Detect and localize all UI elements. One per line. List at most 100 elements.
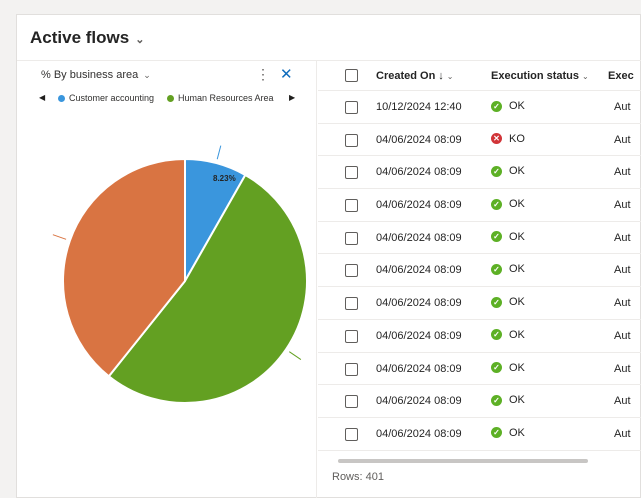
row-checkbox[interactable] xyxy=(345,101,358,114)
created-on-cell: 04/06/2024 08:09 xyxy=(376,166,462,179)
legend-prev-icon[interactable]: ◀ xyxy=(39,93,46,102)
pie-leader-line xyxy=(52,234,67,240)
table-row[interactable]: 04/06/2024 08:09 ✓ OK Aut xyxy=(318,385,641,418)
pie-slice-label: 8.23% xyxy=(213,174,236,183)
chevron-down-icon: ⌄ xyxy=(446,71,454,81)
legend-swatch xyxy=(58,94,65,102)
horizontal-scrollbar[interactable] xyxy=(338,459,588,463)
row-checkbox[interactable] xyxy=(345,329,358,343)
status-text: OK xyxy=(509,198,525,211)
chart-selector[interactable]: % By business area ⌄ xyxy=(41,69,151,81)
execution-status-cell: ✓ OK xyxy=(491,100,525,112)
grid-rows: 10/12/2024 12:40 ✓ OK Aut 04/06/2024 08:09 ✕ K… xyxy=(318,91,641,451)
table-row[interactable]: 04/06/2024 08:09 ✓ OK Aut xyxy=(318,189,641,222)
legend-item-customer-accounting[interactable]: Customer accounting xyxy=(58,93,154,103)
row-checkbox[interactable] xyxy=(345,427,358,441)
select-all-checkbox[interactable] xyxy=(345,69,358,82)
pie-slice[interactable] xyxy=(107,173,308,404)
error-x-icon: ✕ xyxy=(491,133,502,145)
success-check-icon: ✓ xyxy=(491,329,502,341)
success-check-icon: ✓ xyxy=(491,263,502,275)
legend-item-human-resources-area[interactable]: Human Resources Area xyxy=(167,93,274,103)
success-check-icon: ✓ xyxy=(491,198,502,210)
more-options-icon[interactable]: ⋮ xyxy=(256,66,270,82)
sort-descending-icon: ↓ xyxy=(438,70,444,82)
status-text: OK xyxy=(509,394,525,407)
table-row[interactable]: 04/06/2024 08:09 ✓ OK Aut xyxy=(318,222,641,255)
status-text: OK xyxy=(509,328,525,341)
row-checkbox[interactable] xyxy=(345,297,358,311)
row-checkbox[interactable] xyxy=(345,166,358,180)
table-row[interactable]: 04/06/2024 08:09 ✓ OK Aut xyxy=(318,353,641,386)
chevron-down-icon: ⌄ xyxy=(143,69,151,80)
execution-cell: Aut xyxy=(614,362,631,375)
success-check-icon: ✓ xyxy=(491,394,502,406)
success-check-icon: ✓ xyxy=(491,296,502,308)
status-text: OK xyxy=(509,296,525,309)
column-label: Created On xyxy=(376,70,436,82)
created-on-cell: 04/06/2024 08:09 xyxy=(376,199,462,212)
status-text: OK xyxy=(509,361,525,374)
close-icon[interactable]: ✕ xyxy=(280,66,293,83)
chart-selector-label: % By business area xyxy=(41,69,139,81)
created-on-cell: 04/06/2024 08:09 xyxy=(376,133,462,146)
legend-label: Customer accounting xyxy=(69,93,155,103)
execution-cell: Aut xyxy=(614,101,631,113)
execution-status-cell: ✓ OK xyxy=(491,427,525,439)
created-on-cell: 04/06/2024 08:09 xyxy=(376,395,462,408)
table-row[interactable]: 04/06/2024 08:09 ✓ OK Aut xyxy=(318,320,641,353)
row-checkbox[interactable] xyxy=(345,264,358,278)
status-text: OK xyxy=(509,426,525,439)
status-text: OK xyxy=(509,263,525,276)
row-checkbox[interactable] xyxy=(345,133,358,147)
chevron-down-icon: ⌄ xyxy=(135,33,145,46)
chart-legend: ◀ Customer accounting Human Resources Ar… xyxy=(39,93,301,107)
execution-cell: Aut xyxy=(614,395,631,408)
execution-status-cell: ✓ OK xyxy=(491,198,525,210)
status-text: OK xyxy=(509,230,525,243)
execution-status-cell: ✓ OK xyxy=(491,329,525,341)
row-checkbox[interactable] xyxy=(345,395,358,409)
rows-count: Rows: 401 xyxy=(332,471,384,483)
view-selector[interactable]: Active flows ⌄ xyxy=(30,28,144,48)
grid-header: Created On ↓ ⌄ Execution status ⌄ Exec xyxy=(318,61,641,91)
success-check-icon: ✓ xyxy=(491,231,502,243)
pie-slice[interactable] xyxy=(61,157,186,378)
pie-leader-line xyxy=(289,351,302,360)
created-on-cell: 04/06/2024 08:09 xyxy=(376,427,462,440)
table-row[interactable]: 04/06/2024 08:09 ✓ OK Aut xyxy=(318,287,641,320)
chevron-down-icon: ⌄ xyxy=(582,71,589,81)
column-header-created-on[interactable]: Created On ↓ ⌄ xyxy=(376,70,454,82)
table-row[interactable]: 04/06/2024 08:09 ✓ OK Aut xyxy=(318,254,641,288)
table-row[interactable]: 10/12/2024 12:40 ✓ OK Aut xyxy=(318,91,641,124)
created-on-cell: 04/06/2024 08:09 xyxy=(376,362,462,375)
execution-cell: Aut xyxy=(614,264,631,277)
table-row[interactable]: 04/06/2024 08:09 ✕ KO Aut xyxy=(318,124,641,157)
execution-status-cell: ✓ OK xyxy=(491,263,525,275)
active-flows-view: Active flows ⌄ % By business area ⌄ ⋮ ✕ … xyxy=(16,14,641,498)
execution-status-cell: ✓ OK xyxy=(491,362,525,374)
success-check-icon: ✓ xyxy=(491,100,502,112)
execution-cell: Aut xyxy=(614,427,631,440)
success-check-icon: ✓ xyxy=(491,165,502,177)
view-header: Active flows ⌄ xyxy=(17,15,641,61)
table-row[interactable]: 04/06/2024 08:09 ✓ OK Aut xyxy=(318,156,641,190)
execution-cell: Aut xyxy=(614,199,631,212)
row-checkbox[interactable] xyxy=(345,231,358,245)
execution-cell: Aut xyxy=(614,133,631,146)
legend-next-icon[interactable]: ▶ xyxy=(289,93,296,102)
row-checkbox[interactable] xyxy=(345,199,358,213)
status-text: OK xyxy=(509,100,525,112)
column-header-execution[interactable]: Exec xyxy=(608,70,634,82)
status-text: KO xyxy=(509,132,525,145)
success-check-icon: ✓ xyxy=(491,427,502,439)
data-grid: Created On ↓ ⌄ Execution status ⌄ Exec 1… xyxy=(318,61,641,498)
execution-status-cell: ✓ OK xyxy=(491,296,525,308)
status-text: OK xyxy=(509,165,525,178)
created-on-cell: 04/06/2024 08:09 xyxy=(376,264,462,277)
table-row[interactable]: 04/06/2024 08:09 ✓ OK Aut xyxy=(318,418,641,451)
column-label: Execution status xyxy=(491,70,580,82)
row-checkbox[interactable] xyxy=(345,362,358,376)
column-label: Exec xyxy=(608,70,634,82)
column-header-execution-status[interactable]: Execution status ⌄ xyxy=(491,70,589,82)
